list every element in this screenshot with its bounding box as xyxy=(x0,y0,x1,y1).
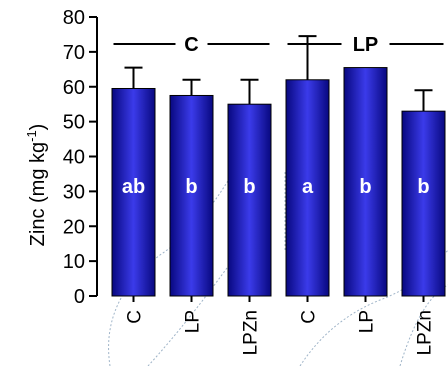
y-tick-label: 20 xyxy=(63,216,85,238)
y-axis: 0 10 20 30 40 50 60 70 80 xyxy=(63,7,98,308)
y-axis-title-superscript: -1 xyxy=(24,130,39,142)
bar xyxy=(169,94,214,297)
bar xyxy=(343,67,388,297)
group-labels-group: C LP xyxy=(113,34,444,56)
group-label: C xyxy=(184,34,198,56)
bar-labels-group: ab b b a b b xyxy=(122,176,430,198)
x-category-label: LP xyxy=(183,310,204,333)
y-axis-title: Zinc (mg kg-1) xyxy=(24,124,49,247)
x-category-label: LPZn xyxy=(241,310,262,355)
bar-significance-label: b xyxy=(185,176,197,198)
y-axis-title-close: ) xyxy=(27,124,49,131)
y-tick-label: 50 xyxy=(63,112,85,134)
x-category-label: C xyxy=(299,310,320,324)
bars-group xyxy=(111,67,446,297)
x-category-label: LPZn xyxy=(415,310,436,355)
y-axis-title-text: Zinc (mg kg xyxy=(27,142,49,246)
bar-significance-label: b xyxy=(417,176,429,198)
x-category-label: LP xyxy=(357,310,378,333)
y-tick-label: 40 xyxy=(63,147,85,169)
bar xyxy=(401,110,446,297)
error-bars-group xyxy=(124,35,433,112)
y-tick-label: 70 xyxy=(63,42,85,64)
bar-significance-label: b xyxy=(243,176,255,198)
bar-significance-label: b xyxy=(359,176,371,198)
y-tick-label: 60 xyxy=(63,77,85,99)
y-tick-label: 80 xyxy=(63,7,85,29)
background-dashed-curves xyxy=(108,159,448,366)
category-labels-group: C LP LPZn C LP LPZn xyxy=(125,296,436,355)
y-tick-label: 10 xyxy=(63,251,85,273)
bar-significance-label: a xyxy=(302,176,314,198)
bar-significance-label: ab xyxy=(122,176,145,198)
bar xyxy=(227,103,272,297)
group-label: LP xyxy=(353,34,379,56)
x-category-label: C xyxy=(125,310,146,324)
y-tick-label: 30 xyxy=(63,181,85,203)
y-tick-label: 0 xyxy=(74,286,85,308)
